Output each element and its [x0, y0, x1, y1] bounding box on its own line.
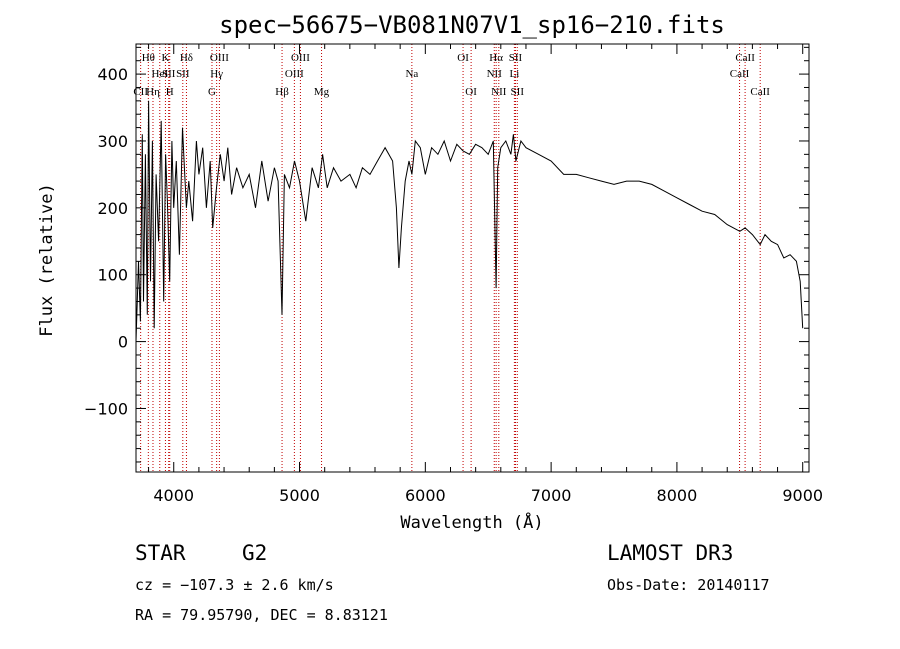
spectral-line-label: NII	[487, 68, 503, 80]
spectral-line-label: CII	[133, 86, 148, 98]
spectrum-series-line	[135, 100, 804, 342]
object-subclass: G2	[242, 541, 267, 565]
y-tick-label: 300	[97, 132, 128, 151]
x-tick-label: 4000	[153, 486, 194, 505]
spectral-line-label: Hβ	[275, 86, 289, 98]
spectral-line-label: CaII	[730, 68, 750, 80]
x-tick-label: 8000	[657, 486, 698, 505]
observation-date: Obs-Date: 20140117	[607, 576, 770, 594]
x-tick-label: 6000	[405, 486, 446, 505]
spectral-line-label: SII	[511, 86, 525, 98]
x-axis-ticks: 4000 5000 6000 7000 8000 9000	[148, 44, 823, 505]
y-tick-label: 100	[97, 266, 128, 285]
spectral-line-label: G	[208, 86, 216, 98]
y-axis-ticks: −100 0 100 200 300 400	[84, 46, 809, 463]
x-tick-label: 5000	[279, 486, 320, 505]
spectral-line-label: OIII	[291, 52, 310, 64]
y-tick-label: −100	[84, 399, 128, 418]
redshift-cz: cz = −107.3 ± 2.6 km/s	[135, 576, 334, 594]
plot-frame	[135, 43, 810, 473]
spectral-line-label: Hγ	[210, 68, 223, 80]
x-tick-label: 7000	[531, 486, 572, 505]
y-tick-label: 400	[97, 65, 128, 84]
spectral-line-label: SII	[162, 68, 176, 80]
spectral-line-label: Na	[405, 68, 418, 80]
spectral-line-label: Li	[509, 68, 519, 80]
spectral-line-label: OIII	[210, 52, 229, 64]
spectral-line-label: Mg	[314, 86, 330, 98]
spectral-line-label: SII	[509, 52, 523, 64]
spectral-line-label: HeI	[152, 68, 169, 80]
spectral-line-label: K	[161, 52, 169, 64]
spectral-line-label: SII	[176, 68, 190, 80]
x-tick-label: 9000	[782, 486, 823, 505]
sky-coordinates: RA = 79.95790, DEC = 8.83121	[135, 606, 388, 624]
spectral-line-label: Hθ	[142, 52, 155, 64]
spectral-line-label: CaII	[750, 86, 770, 98]
spectral-line-label: OI	[465, 86, 477, 98]
spectral-line-label: H	[166, 86, 174, 98]
spectral-line-label: OIII	[285, 68, 304, 80]
spectral-line-label: Hδ	[180, 52, 193, 64]
spectral-line-label: NII	[491, 86, 507, 98]
plot-area	[135, 100, 804, 342]
y-tick-label: 0	[118, 333, 128, 352]
chart-title: spec−56675−VB081N07V1_sp16−210.fits	[219, 11, 725, 39]
object-class: STAR	[135, 541, 186, 565]
spectral-line-markers	[140, 44, 761, 472]
spectral-line-label: CaII	[735, 52, 755, 64]
spectral-line-label: Hα	[489, 52, 503, 64]
y-axis-label: Flux (relative)	[37, 183, 57, 337]
y-tick-label: 200	[97, 199, 128, 218]
spectral-line-label: OI	[457, 52, 469, 64]
survey-name: LAMOST DR3	[607, 541, 733, 565]
spectral-line-label: Hη	[146, 86, 160, 98]
x-axis-label: Wavelength (Å)	[400, 511, 543, 533]
